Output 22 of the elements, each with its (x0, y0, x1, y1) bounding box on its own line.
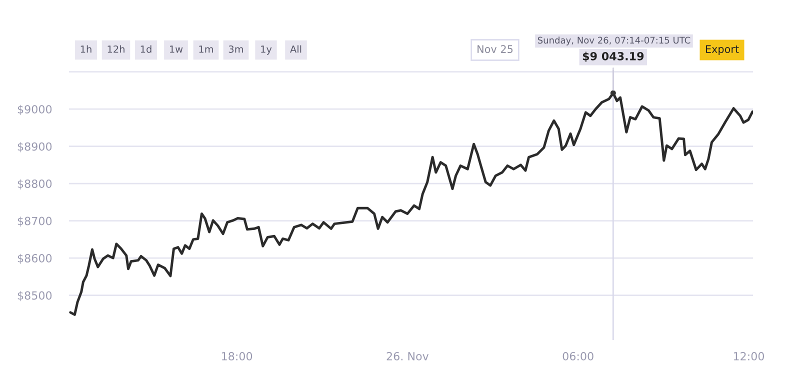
text: All (290, 45, 302, 53)
x-tick-label: 18:00 (222, 352, 252, 360)
y-tick-label: $8500 (18, 291, 52, 302)
text: 3m (228, 45, 244, 53)
y-tick-label: $8900 (18, 142, 52, 152)
y-tick-label: $8700 (18, 216, 52, 227)
text: 1h (80, 45, 92, 53)
x-tick-label: 12:00 (734, 352, 764, 360)
text: Sunday, Nov 26, 07:14-07:15 UTC (538, 36, 690, 46)
x-tick-label: 06:00 (562, 352, 594, 360)
text: 1m (199, 46, 214, 53)
text: 1d (140, 45, 152, 53)
text: 12h (108, 45, 124, 53)
text: 1y (261, 46, 272, 55)
text: 1w (170, 46, 183, 53)
text: Export (706, 45, 739, 56)
annotation: $9 043.19 (582, 52, 644, 62)
y-tick-label: $9000 (18, 104, 52, 115)
y-tick-label: $8600 (18, 254, 52, 264)
y-tick-label: $8800 (18, 179, 52, 190)
x-tick-label: 26. Nov (386, 352, 429, 360)
text: Nov 25 (478, 45, 513, 54)
